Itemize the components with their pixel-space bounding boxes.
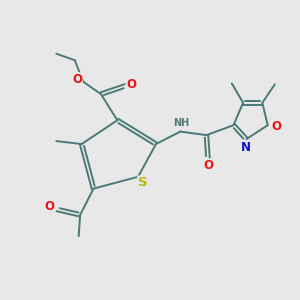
Text: NH: NH xyxy=(173,118,190,128)
Text: O: O xyxy=(127,78,137,91)
Text: S: S xyxy=(138,176,147,189)
Text: O: O xyxy=(72,73,82,86)
Text: O: O xyxy=(271,120,281,133)
Text: O: O xyxy=(45,200,55,213)
Text: N: N xyxy=(241,141,251,154)
Text: O: O xyxy=(204,159,214,172)
